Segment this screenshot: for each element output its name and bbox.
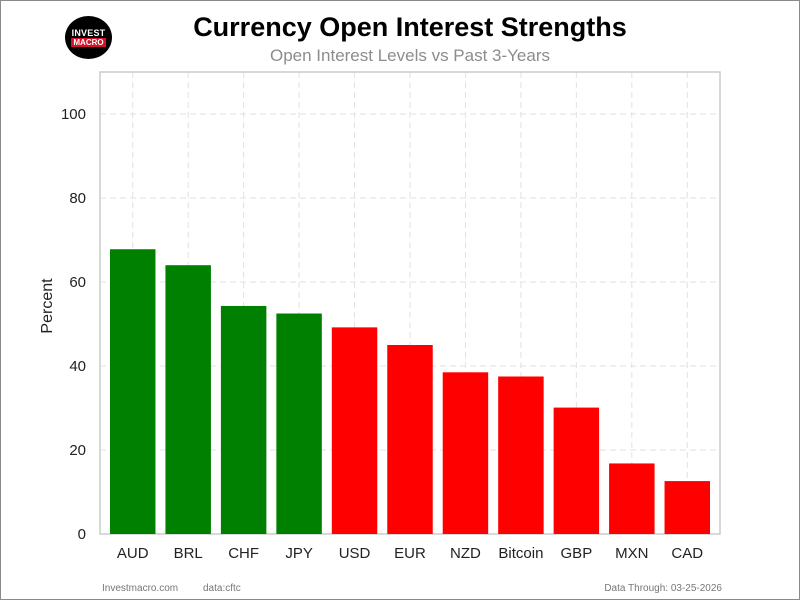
chart-title: Currency Open Interest Strengths (193, 12, 627, 42)
y-tick-label: 80 (69, 190, 86, 207)
bar-usd (331, 327, 378, 534)
x-axis-ticks: AUD BRL CHF JPY USD EUR NZD Bitcoin GBP MXN CAD (117, 545, 703, 562)
bar-mxn (609, 463, 655, 534)
y-axis-ticks: 0 20 40 60 80 100 (61, 106, 86, 543)
x-tick-label: CHF (228, 545, 259, 562)
bar-cad (664, 481, 711, 534)
y-tick-label: 20 (69, 442, 86, 459)
footer-date: Data Through: 03-25-2026 (604, 583, 722, 594)
bar-chf (220, 305, 267, 534)
chart-subtitle: Open Interest Levels vs Past 3-Years (269, 46, 551, 65)
x-tick-label: AUD (117, 545, 149, 562)
y-tick-label: 0 (78, 526, 86, 543)
x-tick-label: GBP (561, 545, 593, 562)
logo-line-2: MACRO (71, 38, 106, 47)
y-tick-label: 100 (61, 106, 86, 123)
bar-bitcoin (498, 376, 544, 534)
y-tick-label: 60 (69, 274, 86, 291)
x-tick-label: CAD (671, 545, 703, 562)
bar-gbp (553, 407, 600, 534)
bars (109, 249, 711, 535)
bar-eur (387, 345, 433, 534)
footer-source: data:cftc (203, 583, 241, 594)
y-tick-label: 40 (69, 358, 86, 375)
bar-jpy (276, 313, 322, 534)
x-tick-label: Bitcoin (498, 545, 543, 562)
x-tick-label: JPY (285, 545, 313, 562)
x-tick-label: EUR (394, 545, 426, 562)
x-tick-label: MXN (615, 545, 648, 562)
footer-site: Investmacro.com (102, 583, 179, 594)
bar-nzd (442, 372, 489, 534)
bar-aud (109, 249, 156, 535)
x-tick-label: NZD (450, 545, 481, 562)
x-tick-label: USD (339, 545, 371, 562)
y-axis-label: Percent (39, 278, 56, 334)
logo-line-1: INVEST (71, 28, 106, 38)
investmacro-logo: INVEST MACRO (65, 16, 112, 59)
bar-brl (165, 265, 211, 534)
x-tick-label: BRL (174, 545, 203, 562)
